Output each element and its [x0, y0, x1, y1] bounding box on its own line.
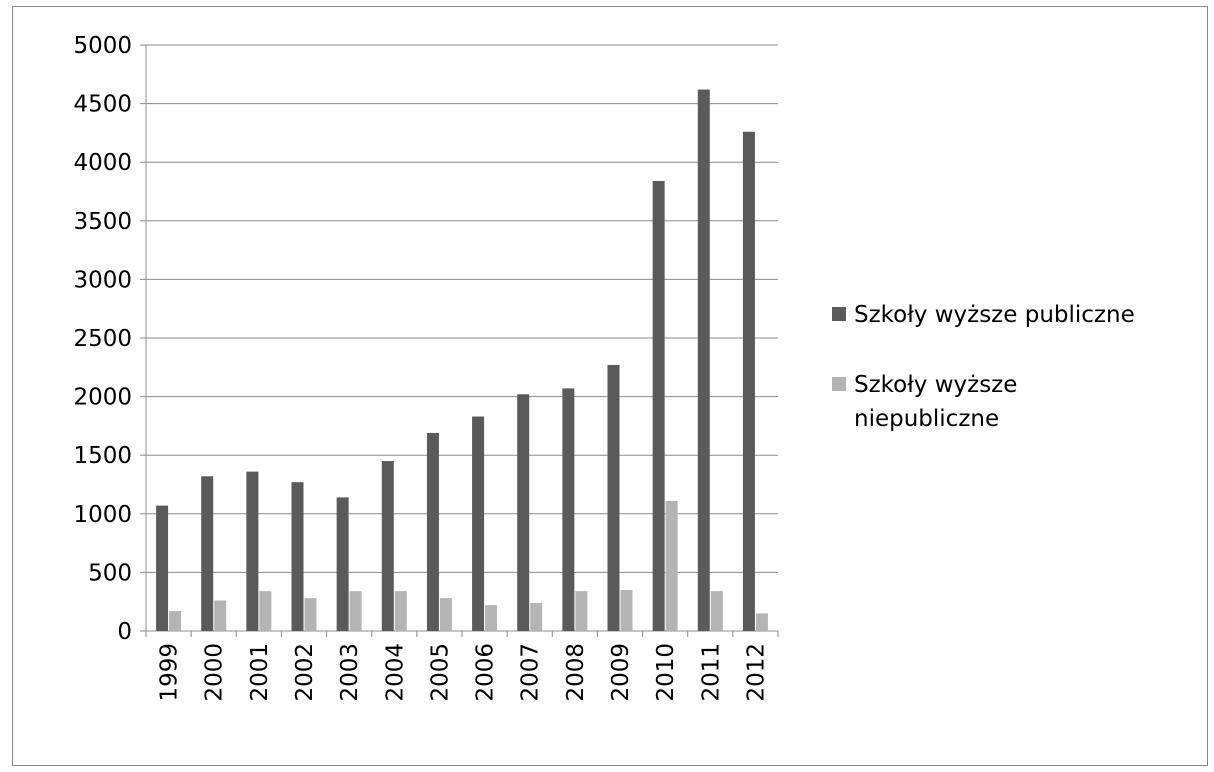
x-tick-label: 2007	[518, 643, 544, 702]
bar-public	[291, 482, 304, 631]
bar-public	[562, 388, 575, 631]
bar-public	[246, 471, 259, 631]
legend-item-public: Szkoły wyższe publiczne	[832, 298, 1212, 332]
x-tick-label: 1999	[157, 643, 183, 702]
bar-public	[381, 461, 394, 631]
y-tick-label: 5000	[73, 33, 132, 59]
bar-nonpublic	[394, 591, 407, 631]
bar-public	[156, 505, 169, 631]
bar-nonpublic	[665, 500, 678, 631]
bar-nonpublic	[620, 589, 633, 631]
bar-public	[742, 131, 755, 631]
y-tick-label: 0	[117, 619, 132, 645]
bar-public	[607, 364, 620, 631]
bar-nonpublic	[259, 591, 272, 631]
y-tick-label: 4500	[73, 92, 132, 118]
x-tick-label: 2005	[427, 643, 453, 702]
bar-public	[201, 476, 214, 631]
bar-nonpublic	[169, 611, 182, 631]
y-axis-ticks: 0 500 1000 1500 2000 2500 3000 3500 4000 4500 5000	[73, 33, 132, 645]
y-tick-label: 2500	[73, 326, 132, 352]
bar-public	[472, 416, 485, 631]
bar-public	[517, 394, 530, 631]
x-tick-label: 2010	[653, 643, 679, 702]
y-tick-label: 500	[88, 560, 132, 586]
bar-nonpublic	[530, 602, 543, 631]
x-tick-label: 2004	[382, 643, 408, 702]
x-tick-label: 2009	[608, 643, 634, 702]
x-tick-label: 2012	[743, 643, 769, 702]
legend: Szkoły wyższe publiczne Szkoły wyższe ni…	[832, 298, 1212, 472]
bars	[156, 89, 768, 631]
x-tick-label: 2011	[698, 643, 724, 702]
x-tick-label: 2001	[247, 643, 273, 702]
bar-nonpublic	[755, 613, 768, 631]
bar-nonpublic	[349, 591, 362, 631]
y-tick-label: 2000	[73, 385, 132, 411]
bar-public	[426, 432, 439, 631]
x-tick-label: 2008	[563, 643, 589, 702]
x-tick-label: 2002	[292, 643, 318, 702]
y-tick-label: 1000	[73, 502, 132, 528]
grid-lines	[146, 44, 778, 573]
bar-nonpublic	[575, 591, 588, 631]
legend-item-nonpublic: Szkoły wyższe niepubliczne	[832, 368, 1084, 436]
x-tick-label: 2000	[202, 643, 228, 702]
x-tick-label: 2006	[473, 643, 499, 702]
y-tick-label: 3500	[73, 209, 132, 235]
bar-nonpublic	[485, 605, 498, 631]
x-axis-ticks: 1999 2000 2001 2002 2003 2004 2005 2006 2007 2008…	[157, 643, 770, 702]
y-tick-label: 4000	[73, 150, 132, 176]
bar-nonpublic	[710, 591, 723, 631]
bar-nonpublic	[214, 600, 227, 631]
y-tick-label: 3000	[73, 267, 132, 293]
legend-label-public: Szkoły wyższe publiczne	[854, 302, 1135, 328]
bar-nonpublic	[304, 598, 317, 631]
legend-swatch-nonpublic	[832, 377, 846, 391]
axes	[140, 44, 779, 637]
x-tick-label: 2003	[337, 643, 363, 702]
legend-swatch-public	[832, 307, 846, 321]
bar-public	[697, 89, 710, 631]
legend-label-nonpublic: Szkoły wyższe niepubliczne	[854, 372, 1018, 432]
bar-public	[336, 497, 349, 631]
bar-public	[652, 180, 665, 631]
bar-nonpublic	[439, 598, 452, 631]
y-tick-label: 1500	[73, 443, 132, 469]
